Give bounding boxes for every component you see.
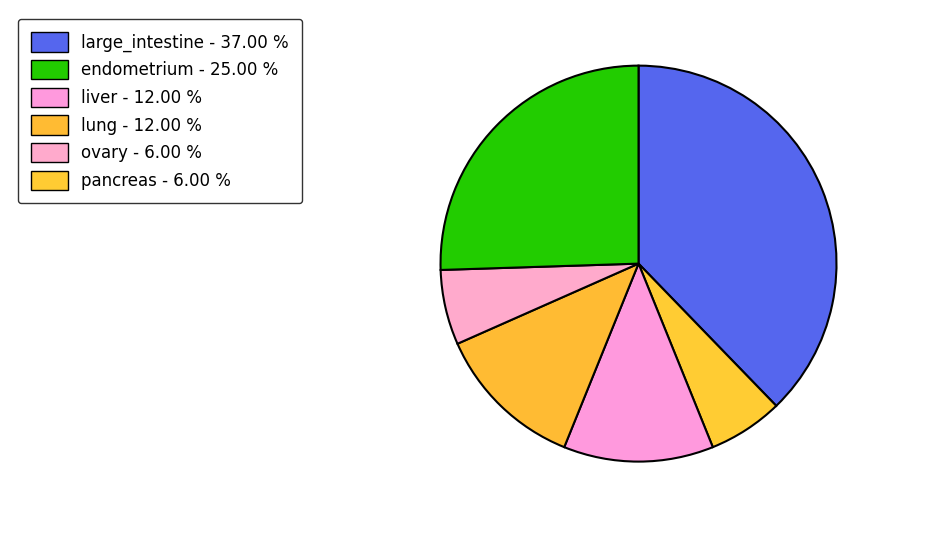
Wedge shape (639, 66, 837, 406)
Wedge shape (457, 264, 639, 447)
Wedge shape (440, 264, 639, 344)
Legend: large_intestine - 37.00 %, endometrium - 25.00 %, liver - 12.00 %, lung - 12.00 : large_intestine - 37.00 %, endometrium -… (18, 19, 302, 203)
Wedge shape (440, 66, 639, 270)
Wedge shape (564, 264, 713, 462)
Wedge shape (639, 264, 777, 447)
